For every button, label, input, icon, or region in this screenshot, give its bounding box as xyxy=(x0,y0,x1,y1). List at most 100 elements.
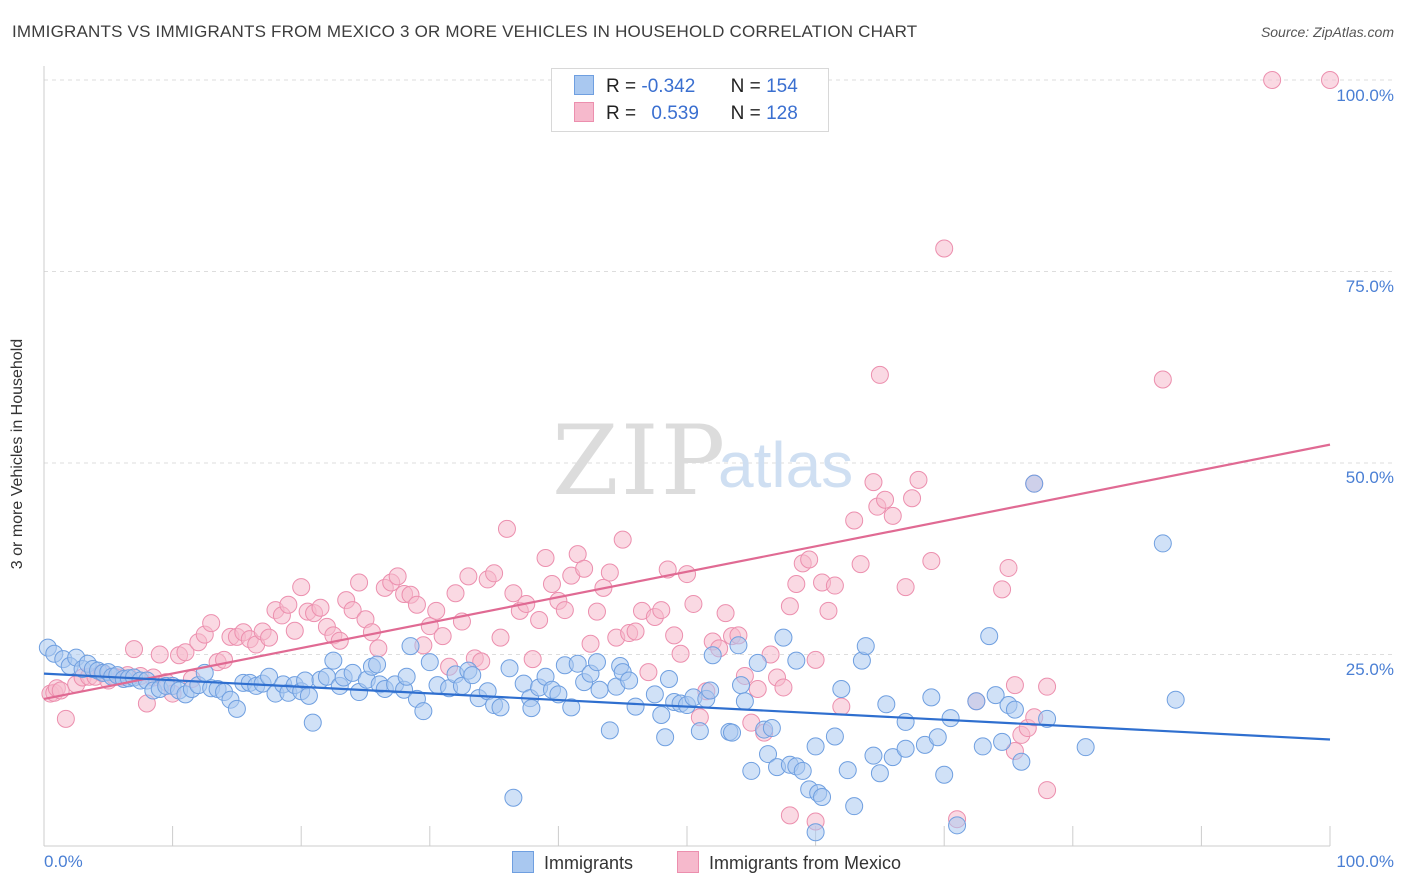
x-tick-right: 100.0% xyxy=(1336,852,1394,871)
series-label-immigrants: Immigrants xyxy=(544,853,634,873)
immigrants-point xyxy=(845,797,864,816)
mexico-point xyxy=(922,552,941,571)
mexico-point xyxy=(202,614,221,633)
mexico-point xyxy=(555,601,574,620)
immigrants-point xyxy=(967,692,986,711)
series-legend: Immigrants Immigrants from Mexico xyxy=(0,851,1406,881)
series-label-mexico: Immigrants from Mexico xyxy=(709,853,902,873)
mexico-point xyxy=(1038,781,1057,800)
immigrants-point xyxy=(735,692,754,711)
immigrants-point xyxy=(864,746,883,765)
mexico-point xyxy=(260,628,279,647)
mexico-points xyxy=(41,71,1339,831)
mexico-point xyxy=(870,365,889,384)
immigrants-point xyxy=(980,627,999,646)
mexico-point xyxy=(671,644,690,663)
mexico-point xyxy=(491,628,510,647)
y-tick-25: 25.0% xyxy=(1345,660,1394,679)
legend-n-value: 154 xyxy=(766,76,798,97)
legend-row-mexico: R = 0.539 N = 128 xyxy=(574,102,798,126)
immigrants-point xyxy=(883,748,902,767)
y-axis-label: 3 or more Vehicles in Household xyxy=(9,338,26,570)
immigrants-point xyxy=(856,637,875,656)
immigrants-point xyxy=(401,637,420,656)
immigrants-point xyxy=(774,628,793,647)
mexico-point xyxy=(819,601,838,620)
mexico-point xyxy=(800,550,819,569)
immigrants-point xyxy=(1025,474,1044,493)
immigrants-point xyxy=(973,737,992,756)
chart-title: IMMIGRANTS VS IMMIGRANTS FROM MEXICO 3 O… xyxy=(12,22,918,41)
mexico-point xyxy=(150,645,169,664)
legend-swatch-pink xyxy=(574,102,594,122)
mexico-point xyxy=(639,663,658,682)
immigrants-point xyxy=(806,737,825,756)
mexico-point xyxy=(600,563,619,582)
immigrants-point xyxy=(986,686,1005,705)
immigrants-point xyxy=(397,667,416,686)
x-tick-left: 0.0% xyxy=(44,852,83,871)
immigrants-point xyxy=(748,653,767,672)
mexico-point xyxy=(581,634,600,653)
mexico-point xyxy=(459,567,478,586)
immigrants-point xyxy=(928,728,947,747)
mexico-point xyxy=(652,601,671,620)
immigrants-point xyxy=(1076,738,1095,757)
immigrants-point xyxy=(787,651,806,670)
source-label: Source: ZipAtlas.com xyxy=(1260,24,1394,40)
immigrants-point xyxy=(368,655,387,674)
mexico-point xyxy=(176,643,195,662)
immigrants-point xyxy=(620,671,639,690)
immigrants-point xyxy=(420,653,439,672)
mexico-point xyxy=(350,573,369,592)
y-tick-75: 75.0% xyxy=(1345,277,1394,296)
immigrants-point xyxy=(645,685,664,704)
mexico-point xyxy=(748,679,767,698)
mexico-point xyxy=(716,604,735,623)
immigrants-point xyxy=(1012,752,1031,771)
immigrants-point xyxy=(659,670,678,689)
mexico-trend-line xyxy=(43,443,1331,701)
immigrants-point xyxy=(935,765,954,784)
immigrants-point xyxy=(993,732,1012,751)
immigrants-point xyxy=(626,697,645,716)
y-tick-100: 100.0% xyxy=(1336,86,1394,105)
trend-lines xyxy=(43,443,1331,741)
immigrants-point xyxy=(703,646,722,665)
immigrants-point xyxy=(414,702,433,721)
immigrants-point xyxy=(522,699,541,718)
mexico-point xyxy=(774,678,793,697)
immigrants-point xyxy=(896,739,915,758)
correlation-legend: R = -0.342 N = 154 R = 0.539 N = 128 xyxy=(551,68,829,132)
series-legend-immigrants: Immigrants xyxy=(512,851,633,874)
immigrants-point xyxy=(723,723,742,742)
immigrants-point xyxy=(877,695,896,714)
mexico-point xyxy=(530,611,549,630)
immigrants-point xyxy=(504,788,523,807)
mexico-point xyxy=(1153,370,1172,389)
immigrants-point xyxy=(896,712,915,731)
mexico-point xyxy=(613,530,632,549)
mexico-point xyxy=(56,709,75,728)
immigrants-point xyxy=(303,713,322,732)
immigrants-point xyxy=(562,698,581,717)
mexico-point xyxy=(446,584,465,603)
legend-r-label: R = xyxy=(606,103,637,124)
immigrants-point xyxy=(762,719,781,738)
mexico-point xyxy=(285,621,304,640)
immigrants-point xyxy=(729,636,748,655)
mexico-point xyxy=(504,584,523,603)
mexico-point xyxy=(806,650,825,669)
immigrants-point xyxy=(652,706,671,725)
immigrants-point xyxy=(825,727,844,746)
mexico-point xyxy=(845,511,864,530)
mexico-point xyxy=(388,567,407,586)
immigrants-point xyxy=(806,823,825,842)
immigrants-point xyxy=(1153,534,1172,553)
mexico-point xyxy=(292,578,311,597)
mexico-point xyxy=(279,595,298,614)
mexico-point xyxy=(665,626,684,645)
mexico-point xyxy=(780,597,799,616)
mexico-point xyxy=(485,564,504,583)
mexico-point xyxy=(935,239,954,258)
